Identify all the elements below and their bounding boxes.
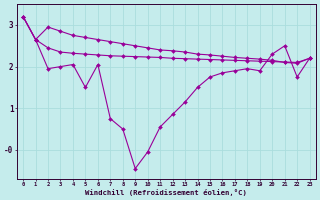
X-axis label: Windchill (Refroidissement éolien,°C): Windchill (Refroidissement éolien,°C)	[85, 189, 247, 196]
